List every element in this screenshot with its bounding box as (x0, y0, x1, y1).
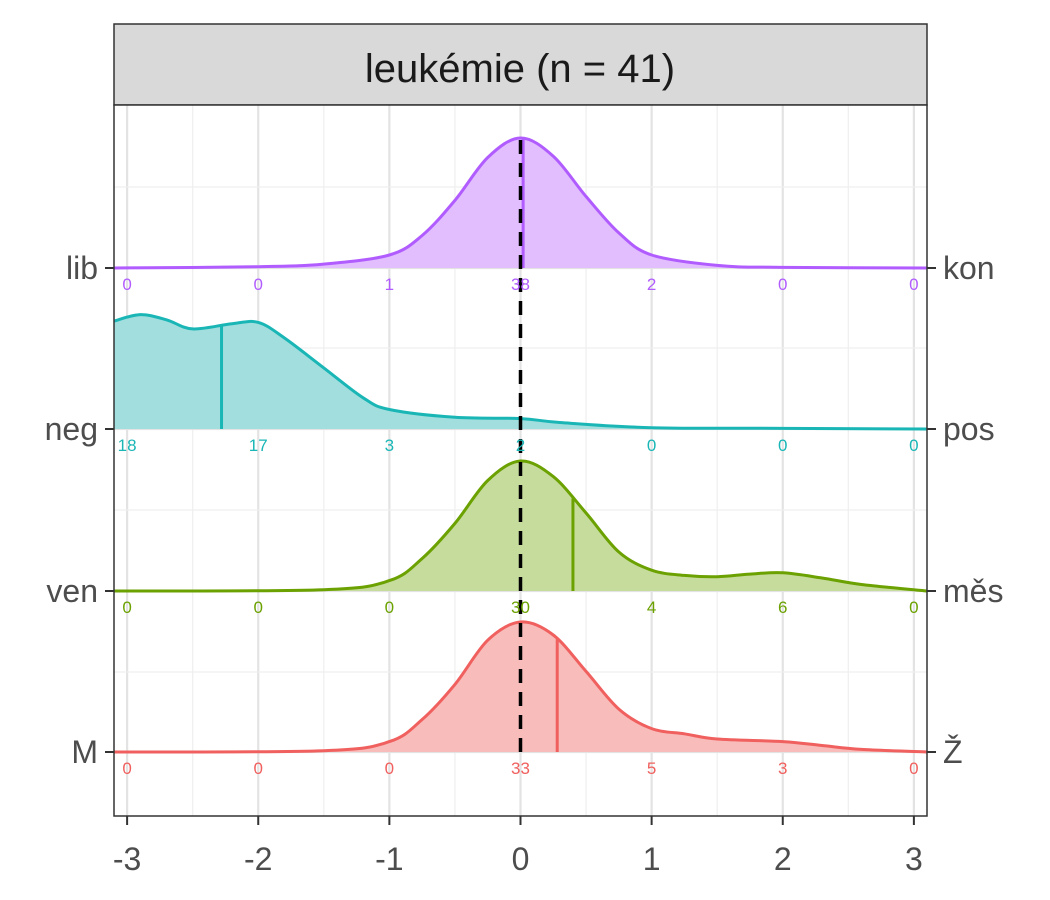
count-label: 0 (778, 436, 787, 455)
panel-title: leukémie (n = 41) (365, 47, 675, 91)
count-label: 6 (778, 598, 787, 617)
count-label: 0 (909, 598, 918, 617)
x-tick-label: -3 (113, 841, 141, 877)
x-axis: -3 -2 -1 0 1 2 3 (113, 816, 923, 877)
y-tick-label-left: M (71, 734, 98, 770)
y-tick-label-right: měs (943, 573, 1003, 609)
y-tick-label-left: ven (46, 573, 98, 609)
count-label: 18 (118, 436, 137, 455)
density-area (114, 621, 927, 752)
count-label: 3 (385, 436, 394, 455)
count-labels: 0 0 1 38 2 0 018 17 3 2 0 0 00 0 0 30 4 6 00 0 0 33 5 3 0 (118, 275, 919, 778)
density-line (113, 136, 928, 270)
count-label: 0 (909, 759, 918, 778)
density-area (114, 460, 927, 591)
density-line (113, 313, 928, 431)
count-label: 38 (511, 275, 530, 294)
y-tick-label-right: pos (943, 411, 995, 447)
density-line (113, 459, 928, 593)
x-tick-label: 2 (774, 841, 792, 877)
count-label: 0 (647, 436, 656, 455)
count-label: 2 (516, 436, 525, 455)
y-axis-right: kon pos měs Ž (927, 250, 1003, 770)
x-tick-label: -1 (375, 841, 403, 877)
y-axis-left: lib neg ven M (45, 250, 114, 770)
count-label: 0 (385, 598, 394, 617)
density-curves (113, 136, 928, 754)
count-label: 33 (511, 759, 530, 778)
y-tick-label-left: lib (66, 250, 98, 286)
count-label: 0 (909, 436, 918, 455)
count-label: 0 (778, 275, 787, 294)
x-tick-label: 0 (512, 841, 530, 877)
count-label: 1 (385, 275, 394, 294)
count-label: 0 (254, 598, 263, 617)
strip-background (113, 23, 928, 106)
count-label: 30 (511, 598, 530, 617)
count-label: 0 (909, 275, 918, 294)
count-label: 0 (254, 759, 263, 778)
count-label: 0 (385, 759, 394, 778)
count-label: 0 (122, 759, 131, 778)
count-label: 3 (778, 759, 787, 778)
count-label: 5 (647, 759, 656, 778)
density-area (114, 314, 927, 429)
count-label: 0 (122, 598, 131, 617)
y-tick-label-right: Ž (943, 734, 963, 770)
count-label: 0 (254, 275, 263, 294)
count-label: 4 (647, 598, 656, 617)
density-line (113, 620, 928, 754)
y-tick-label-left: neg (45, 411, 98, 447)
x-tick-label: 3 (905, 841, 923, 877)
y-tick-label-right: kon (943, 250, 995, 286)
density-area (114, 137, 927, 268)
count-label: 2 (647, 275, 656, 294)
count-label: 17 (249, 436, 268, 455)
x-tick-label: 1 (643, 841, 661, 877)
count-label: 0 (122, 275, 131, 294)
x-tick-label: -2 (244, 841, 272, 877)
